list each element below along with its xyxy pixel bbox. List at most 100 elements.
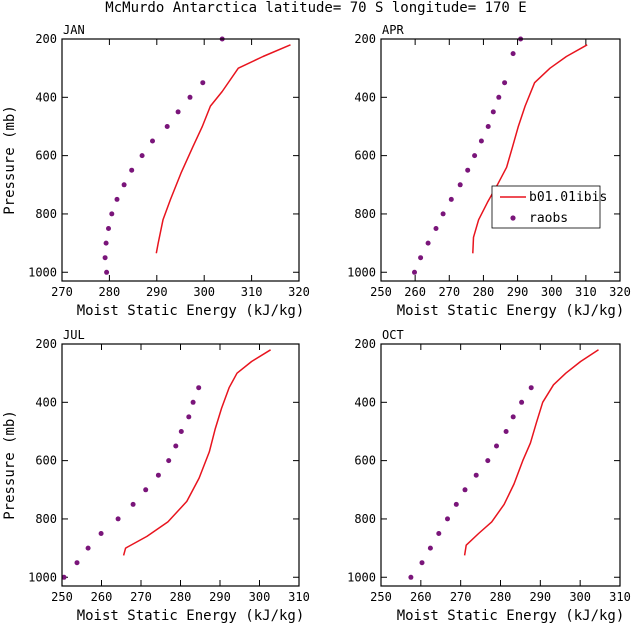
figure-title: McMurdo Antarctica latitude= 70 S longit… xyxy=(105,0,526,16)
x-tick-label: 310 xyxy=(575,285,597,299)
raobs-point xyxy=(440,211,446,217)
raobs-point xyxy=(103,240,109,246)
y-tick-label: 200 xyxy=(354,337,376,351)
legend-obs-label: raobs xyxy=(529,211,568,226)
panel-label: JAN xyxy=(63,23,85,37)
x-tick-label: 300 xyxy=(249,590,271,604)
y-tick-label: 600 xyxy=(35,149,57,163)
x-tick-label: 280 xyxy=(490,590,512,604)
legend-box xyxy=(491,185,601,229)
raobs-point xyxy=(74,560,80,566)
y-tick-label: 400 xyxy=(354,395,376,409)
raobs-point xyxy=(510,414,516,420)
raobs-point xyxy=(425,240,431,246)
x-tick-label: 290 xyxy=(529,590,551,604)
raobs-point xyxy=(462,487,468,493)
raobs-point xyxy=(102,255,108,261)
model-line-jul xyxy=(122,349,271,556)
raobs-point xyxy=(494,443,499,449)
panel-jan: 270 280 290 300 310 320 200 400 600 800 1000 JAN Moi… xyxy=(2,23,310,319)
x-tick-label: 270 xyxy=(130,590,152,604)
raobs-point xyxy=(448,196,454,202)
raobs-point xyxy=(104,269,110,275)
panel-label: APR xyxy=(382,23,404,37)
raobs-point xyxy=(485,124,491,129)
y-tick-label: 1000 xyxy=(28,265,57,279)
y-tick-label: 600 xyxy=(35,454,57,468)
raobs-point xyxy=(187,94,193,100)
raobs-point xyxy=(528,385,534,391)
x-tick-label: 300 xyxy=(541,285,563,299)
raobs-point xyxy=(408,574,414,580)
raobs-point xyxy=(465,167,471,173)
raobs-point xyxy=(139,153,145,159)
x-tick-label: 260 xyxy=(410,590,432,604)
model-line-oct xyxy=(463,349,599,556)
x-axis-label: Moist Static Energy (kJ/kg) xyxy=(77,608,305,624)
y-tick-label: 1000 xyxy=(347,570,376,584)
raobs-point xyxy=(436,531,442,536)
plot-frame xyxy=(380,343,621,587)
panel-jul: 250 260 270 280 290 300 310 200 400 600 800 1000 JUL… xyxy=(2,328,310,624)
raobs-point xyxy=(419,560,425,566)
x-tick-label: 270 xyxy=(450,590,472,604)
raobs-point xyxy=(490,109,496,115)
panel-oct: 250 260 270 280 290 300 310 200 400 600 800 1000 OCT… xyxy=(347,328,631,624)
model-line-jan xyxy=(155,44,291,254)
y-tick-label: 400 xyxy=(35,90,57,104)
y-tick-label: 200 xyxy=(35,337,57,351)
x-tick-label: 300 xyxy=(193,285,215,299)
x-tick-label: 270 xyxy=(438,285,460,299)
y-tick-label: 1000 xyxy=(347,265,376,279)
raobs-point xyxy=(130,501,136,507)
plot-frame xyxy=(61,343,300,587)
raobs-point xyxy=(85,545,91,551)
raobs-point xyxy=(418,255,424,261)
raobs-point xyxy=(485,458,491,464)
raobs-point xyxy=(503,429,509,434)
y-tick-label: 800 xyxy=(35,512,57,526)
raobs-point xyxy=(114,196,120,202)
raobs-point xyxy=(164,124,170,129)
raobs-point xyxy=(178,429,184,434)
y-tick-label: 800 xyxy=(35,207,57,221)
y-tick-label: 800 xyxy=(354,512,376,526)
raobs-point xyxy=(61,574,67,580)
y-tick-label: 600 xyxy=(354,454,376,468)
x-axis-label: Moist Static Energy (kJ/kg) xyxy=(397,608,625,624)
x-tick-label: 250 xyxy=(51,590,73,604)
raobs-point xyxy=(427,545,433,551)
y-tick-label: 400 xyxy=(35,395,57,409)
raobs-point xyxy=(453,501,459,507)
y-tick-label: 600 xyxy=(354,149,376,163)
raobs-point xyxy=(472,153,478,159)
raobs-point xyxy=(121,182,127,188)
raobs-point xyxy=(155,472,161,478)
panel-label: JUL xyxy=(63,328,85,342)
x-tick-label: 310 xyxy=(241,285,263,299)
y-axis-label: Pressure (mb) xyxy=(2,410,18,520)
y-tick-label: 200 xyxy=(354,32,376,46)
panel-apr: 250 260 270 280 290 300 310 320 200 400 600 800 1000… xyxy=(347,23,631,319)
model-line-apr xyxy=(472,44,588,254)
raobs-point xyxy=(519,399,525,405)
raobs-point xyxy=(175,109,181,115)
raobs-point xyxy=(478,138,484,144)
x-tick-label: 280 xyxy=(170,590,192,604)
y-tick-label: 200 xyxy=(35,32,57,46)
x-tick-label: 290 xyxy=(146,285,168,299)
x-axis-label: Moist Static Energy (kJ/kg) xyxy=(77,303,305,319)
legend-model-label: b01.01ibis xyxy=(529,190,607,205)
x-tick-label: 260 xyxy=(404,285,426,299)
y-tick-label: 400 xyxy=(354,90,376,104)
raobs-point xyxy=(186,414,192,420)
plot-frame xyxy=(61,38,300,282)
raobs-point xyxy=(496,94,502,100)
raobs-point xyxy=(473,472,479,478)
y-tick-label: 800 xyxy=(354,207,376,221)
x-tick-label: 320 xyxy=(288,285,310,299)
x-tick-label: 320 xyxy=(609,285,631,299)
raobs-point xyxy=(433,226,439,231)
raobs-point xyxy=(190,399,196,405)
